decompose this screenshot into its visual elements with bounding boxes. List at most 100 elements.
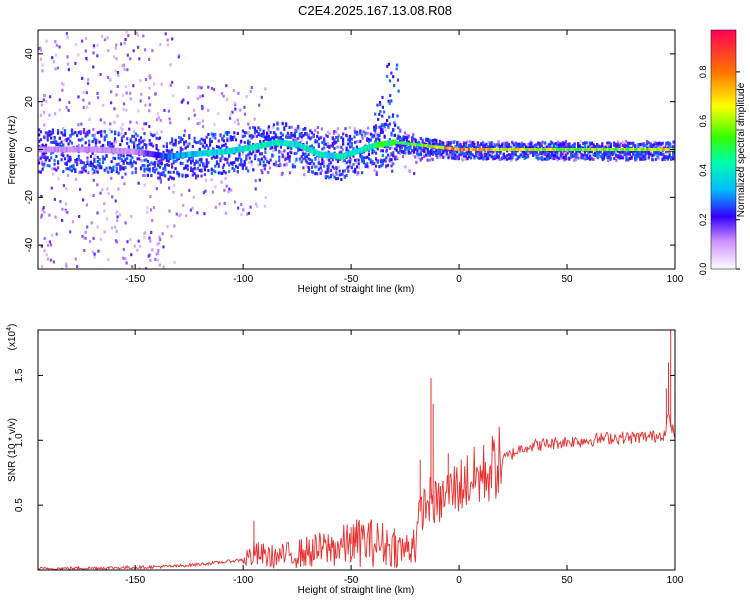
heatmap-band-cell: [96, 163, 99, 167]
heatmap-noise-cell: [135, 31, 138, 35]
heatmap-band-cell: [226, 132, 229, 136]
heatmap-band-cell: [378, 125, 381, 129]
heatmap-noise-cell: [541, 140, 544, 144]
heatmap-noise-cell: [592, 158, 595, 161]
heatmap-band-cell: [634, 143, 637, 147]
heatmap-band-cell: [53, 159, 56, 162]
heatmap-band-cell: [112, 165, 115, 169]
heatmap-burst-cell: [377, 117, 380, 121]
heatmap-band-cell: [442, 155, 445, 159]
heatmap-ridge-cell: [558, 148, 561, 151]
heatmap-ridge-cell: [433, 145, 436, 149]
heatmap-ridge-cell: [302, 144, 305, 150]
heatmap-band-cell: [348, 155, 352, 159]
heatmap-ridge-cell: [364, 145, 367, 152]
heatmap-noise-cell: [644, 151, 647, 155]
heatmap-ridge-cell: [276, 139, 279, 146]
heatmap-ridge-cell: [120, 148, 124, 155]
heatmap-ridge-cell: [421, 143, 424, 147]
heatmap-noise-cell: [196, 122, 199, 126]
heatmap-ridge-cell: [172, 153, 176, 160]
heatmap-band-cell: [639, 157, 642, 161]
heatmap-band-cell: [476, 149, 479, 153]
heatmap-band-cell: [321, 158, 324, 162]
heatmap-noise-cell: [602, 146, 605, 150]
heatmap-noise-cell: [201, 119, 204, 123]
heatmap-band-cell: [264, 138, 267, 141]
heatmap-band-cell: [366, 164, 369, 168]
heatmap-band-cell: [459, 150, 462, 154]
heatmap-band-cell: [340, 178, 343, 182]
heatmap-ridge-cell: [435, 145, 438, 149]
heatmap-band-cell: [317, 144, 320, 148]
heatmap-band-cell: [492, 157, 495, 161]
heatmap-band-cell: [457, 153, 460, 157]
heatmap-band-cell: [482, 157, 485, 161]
heatmap-band-cell: [279, 138, 282, 142]
heatmap-noise-cell: [41, 160, 44, 164]
heatmap-ridge-cell: [580, 148, 583, 151]
heatmap-noise-cell: [245, 95, 248, 99]
heatmap-noise-cell: [40, 103, 43, 107]
heatmap-band-cell: [609, 145, 612, 149]
heatmap-band-cell: [53, 141, 56, 145]
heatmap-band-cell: [392, 151, 395, 155]
heatmap-band-cell: [354, 131, 357, 135]
heatmap-band-cell: [482, 144, 485, 148]
heatmap-noise-cell: [158, 263, 161, 267]
heatmap-noise-cell: [170, 162, 173, 166]
heatmap-band-cell: [305, 155, 308, 159]
heatmap-band-cell: [138, 146, 141, 150]
heatmap-ridge-cell: [160, 152, 163, 159]
heatmap-band-cell: [404, 151, 407, 155]
heatmap-band-cell: [53, 162, 56, 166]
heatmap-band-cell: [266, 159, 269, 163]
heatmap-band-cell: [152, 167, 155, 171]
heatmap-band-cell: [602, 151, 606, 155]
heatmap-noise-cell: [260, 95, 263, 99]
heatmap-band-cell: [245, 166, 248, 170]
heatmap-ridge-cell: [483, 148, 487, 151]
heatmap-band-cell: [124, 166, 127, 170]
heatmap-noise-cell: [249, 90, 252, 93]
heatmap-band-cell: [129, 137, 132, 141]
heatmap-band-cell: [654, 157, 657, 161]
heatmap-band-cell: [542, 157, 545, 161]
heatmap-noise-cell: [45, 99, 48, 103]
heatmap-band-cell: [388, 146, 391, 150]
heatmap-band-cell: [124, 172, 127, 176]
heatmap-noise-cell: [74, 257, 77, 261]
heatmap-band-cell: [606, 141, 609, 145]
heatmap-noise-cell: [401, 155, 405, 159]
heatmap-noise-cell: [233, 101, 236, 105]
heatmap-noise-cell: [115, 43, 118, 47]
heatmap-band-cell: [184, 146, 187, 150]
heatmap-band-cell: [89, 161, 92, 165]
heatmap-band-cell: [127, 153, 130, 157]
heatmap-noise-cell: [151, 248, 154, 252]
heatmap-band-cell: [609, 142, 612, 146]
heatmap-band-cell: [478, 146, 481, 150]
heatmap-noise-cell: [41, 63, 44, 67]
heatmap-band-cell: [628, 151, 631, 155]
heatmap-noise-cell: [52, 260, 55, 264]
heatmap-ridge-cell: [63, 146, 67, 153]
heatmap-band-cell: [542, 150, 545, 154]
heatmap-band-cell: [312, 133, 315, 137]
heatmap-noise-cell: [347, 135, 350, 139]
heatmap-noise-cell: [145, 267, 148, 269]
heatmap-noise-cell: [353, 127, 356, 131]
heatmap-noise-cell: [166, 38, 169, 42]
heatmap-noise-cell: [124, 257, 127, 261]
heatmap-band-cell: [544, 152, 547, 156]
heatmap-band-cell: [105, 154, 108, 158]
heatmap-burst-cell: [386, 119, 389, 122]
heatmap-band-cell: [314, 140, 317, 144]
heatmap-ridge-cell: [577, 148, 580, 151]
heatmap-band-cell: [176, 170, 179, 174]
heatmap-noise-cell: [52, 60, 55, 64]
heatmap-band-cell: [654, 141, 657, 145]
heatmap-ridge-cell: [103, 147, 106, 154]
heatmap-band-cell: [250, 160, 253, 164]
heatmap-noise-cell: [83, 249, 86, 252]
